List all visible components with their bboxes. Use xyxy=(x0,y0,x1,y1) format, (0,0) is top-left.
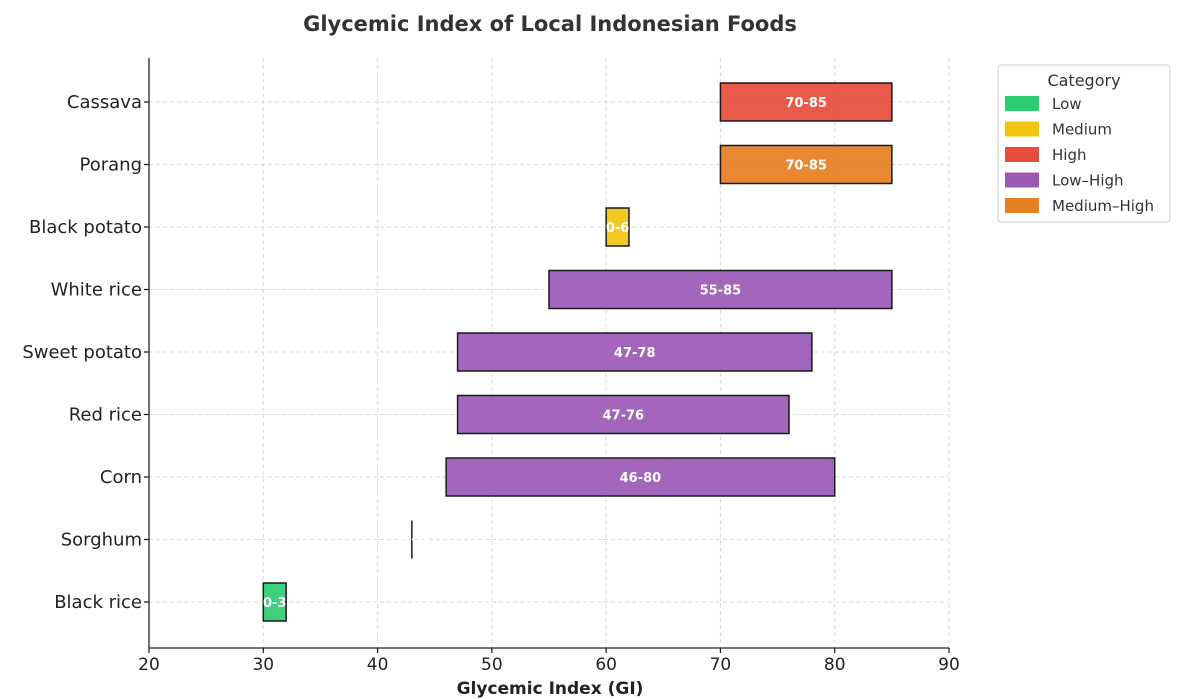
bar xyxy=(445,457,836,497)
legend-title: Category xyxy=(1047,71,1120,90)
category-label: Black rice xyxy=(54,592,142,613)
x-tick-label: 90 xyxy=(938,655,960,675)
category-label: Cassava xyxy=(67,92,142,113)
bars: 70-85 70-85 0-6 55-85 47-78 47-76 46-80 0-3 xyxy=(262,82,893,622)
category-label: Porang xyxy=(80,155,143,176)
x-tick-label: 40 xyxy=(367,655,389,675)
bar xyxy=(456,394,790,435)
bar xyxy=(262,582,287,622)
legend-label: Low–High xyxy=(1052,172,1124,190)
chart-title: Glycemic Index of Local Indonesian Foods xyxy=(303,12,797,36)
legend-swatch xyxy=(1005,198,1039,213)
legend-label: Medium xyxy=(1052,121,1112,139)
x-tick-label: 60 xyxy=(595,655,617,675)
bar-label: 0-6 xyxy=(606,221,630,236)
x-tick-label: 50 xyxy=(481,655,503,675)
legend-box xyxy=(997,64,1171,223)
legend-swatch xyxy=(1005,96,1039,111)
bar-label: 0-3 xyxy=(263,596,287,611)
category-label: Sweet potato xyxy=(22,342,142,363)
legend-label: Medium–High xyxy=(1052,197,1154,215)
bar-label: 55-85 xyxy=(700,284,742,299)
x-tick-label: 70 xyxy=(710,655,732,675)
bar xyxy=(456,332,813,372)
bar-label: 70-85 xyxy=(785,159,827,174)
category-label: Corn xyxy=(100,467,142,488)
bar xyxy=(548,269,893,310)
bar-label: 47-76 xyxy=(602,409,644,424)
x-axis-label: Glycemic Index (GI) xyxy=(457,679,644,699)
bar-label: 70-85 xyxy=(785,96,827,111)
legend-label: Low xyxy=(1052,95,1082,113)
bar xyxy=(719,144,893,185)
bar-label: 46-80 xyxy=(620,471,662,486)
x-tick-label: 20 xyxy=(138,655,160,675)
axes: 20 30 40 50 60 70 80 90 Cassava Porang Black potat… xyxy=(22,58,960,675)
bar xyxy=(719,82,893,122)
legend-swatch xyxy=(1005,147,1039,162)
category-label: Sorghum xyxy=(61,530,142,551)
bar xyxy=(605,207,630,247)
legend-label: High xyxy=(1052,146,1086,164)
category-label: Red rice xyxy=(69,405,142,426)
bar-label: 47-78 xyxy=(614,346,656,361)
legend-swatch xyxy=(1005,121,1039,137)
legend: Category Low Medium High Low–High Medium–Hig… xyxy=(997,64,1171,223)
legend-swatch xyxy=(1005,172,1039,188)
x-tick-label: 30 xyxy=(252,655,274,675)
category-label: White rice xyxy=(51,280,142,301)
x-tick-label: 80 xyxy=(824,655,846,675)
category-label: Black potato xyxy=(29,217,142,238)
